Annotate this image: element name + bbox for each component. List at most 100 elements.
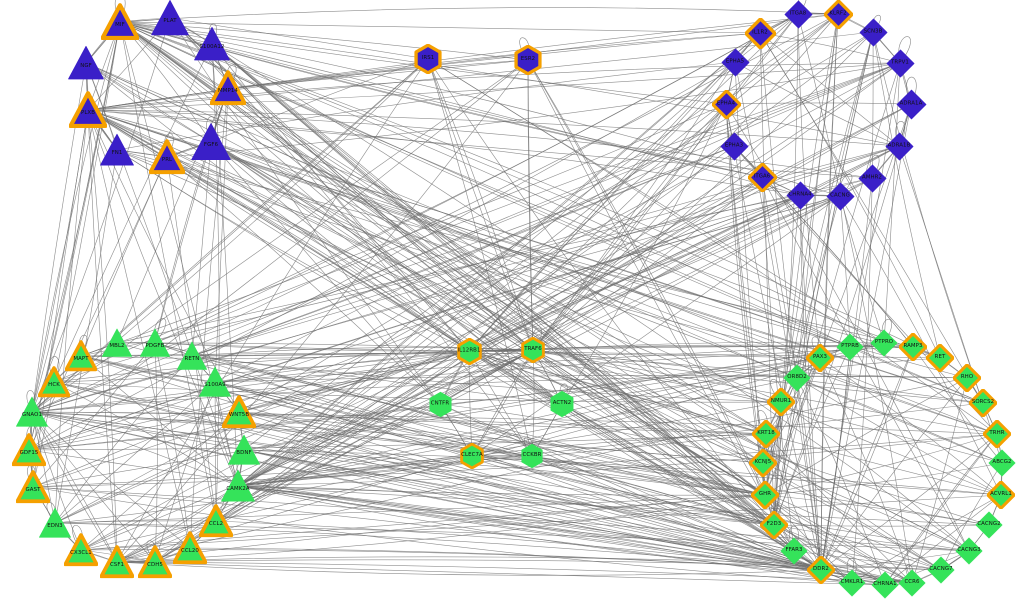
graph-node-mif[interactable]: MIF [101, 3, 139, 41]
graph-node-ccl20[interactable]: CCL20 [173, 531, 207, 565]
graph-edge [87, 109, 118, 563]
graph-node-adra1b[interactable]: ADRA1B [885, 132, 914, 161]
graph-node-ccr6[interactable]: CCR6 [898, 569, 926, 597]
diamond-shape [988, 449, 1016, 477]
graph-node-plat[interactable]: PLAT [150, 0, 190, 38]
graph-node-acvrl1[interactable]: ACVRL1 [987, 481, 1015, 509]
graph-edge [191, 141, 212, 357]
graph-node-s100a12[interactable]: S100A12 [193, 25, 231, 63]
graph-node-epha3[interactable]: EPHA3 [720, 132, 749, 161]
graph-node-klrf2[interactable]: KLRF2 [823, 0, 853, 29]
graph-node-epha5[interactable]: EPHA5 [721, 48, 750, 77]
graph-node-csf1[interactable]: CSF1 [100, 545, 134, 579]
graph-node-mmp14[interactable]: MMP14 [210, 70, 246, 106]
graph-edge [773, 194, 801, 526]
graph-node-il1r2[interactable]: IL1R2 [744, 17, 776, 49]
graph-node-fgf6[interactable]: FGF6 [190, 121, 232, 163]
graph-edge [773, 31, 874, 526]
graph-node-cmklr1[interactable]: CMKLR1 [838, 569, 866, 597]
graph-node-fn1[interactable]: FN1 [99, 132, 135, 168]
graph-node-sorcs2[interactable]: SORCS2 [969, 389, 997, 417]
graph-edge [765, 433, 822, 571]
graph-node-plxb[interactable]: PLXB [69, 91, 107, 129]
graph-node-il12rb1[interactable]: IL12RB1 [456, 337, 483, 365]
graph-node-cdh5[interactable]: CDH5 [138, 545, 172, 579]
graph-node-cacng7[interactable]: CACNG7 [927, 556, 955, 584]
graph-edge [166, 156, 441, 405]
graph-edge [796, 13, 839, 379]
graph-node-chrna4[interactable]: CHRNA4 [786, 181, 815, 210]
graph-node-f2rl3[interactable]: F2D3 [760, 511, 788, 539]
diamond-shape [780, 537, 808, 565]
graph-node-rho[interactable]: RHO [953, 364, 981, 392]
graph-edge [243, 449, 822, 571]
graph-edge [561, 103, 727, 405]
graph-edge [80, 342, 885, 551]
graph-node-wnt5b[interactable]: WNT5B [222, 395, 256, 429]
graph-node-cacng3[interactable]: CACNG3 [955, 537, 983, 565]
graph-edge [80, 355, 216, 383]
graph-edge [215, 62, 901, 522]
graph-node-ramp3[interactable]: RAMP3 [899, 333, 927, 361]
graph-node-ffar3[interactable]: FFAR3 [780, 537, 808, 565]
graph-node-trpv1[interactable]: TRPV1 [886, 49, 915, 78]
graph-edge [119, 21, 841, 197]
graph-node-ghr[interactable]: GHR [751, 481, 779, 509]
graph-node-ngf[interactable]: NGF [67, 44, 105, 82]
diamond-shape [807, 556, 835, 584]
graph-node-krt18[interactable]: KRT18 [752, 420, 780, 448]
graph-node-prl[interactable]: PRL [149, 139, 185, 175]
graph-node-cntfr[interactable]: CNTFR [427, 391, 454, 418]
graph-edge [561, 403, 775, 526]
graph-node-amhr2[interactable]: AMHR2 [858, 164, 887, 193]
graph-edge [238, 350, 470, 413]
graph-edge [54, 194, 801, 524]
graph-node-ptpro[interactable]: PTPRO [870, 329, 898, 357]
graph-node-ret[interactable]: RET [926, 344, 954, 372]
graph-node-epha4[interactable]: EPHA4 [711, 89, 741, 119]
graph-node-camk2a[interactable]: CAMK2A [220, 468, 256, 504]
graph-node-gdf15[interactable]: GDF15 [12, 433, 46, 467]
graph-node-traf6[interactable]: TRAF6 [520, 337, 546, 363]
graph-edge [243, 449, 1002, 496]
graph-edge [214, 381, 766, 496]
graph-edge [820, 346, 851, 571]
graph-node-scn3b[interactable]: SCN3B [859, 18, 888, 47]
graph-edge [28, 350, 470, 451]
graph-node-pdgfb[interactable]: PDGFB [139, 327, 171, 359]
graph-node-gast[interactable]: GAST [16, 470, 50, 504]
diamond-shape [927, 556, 955, 584]
graph-node-mbl2[interactable]: MBL2 [101, 327, 133, 359]
graph-node-ddr2[interactable]: DDR2 [807, 556, 835, 584]
graph-node-kcnj5[interactable]: KCNJ5 [749, 449, 777, 477]
graph-node-abcg2[interactable]: ABCG2 [988, 449, 1016, 477]
graph-node-bdnf[interactable]: BDNF [227, 433, 261, 467]
graph-edge [169, 17, 441, 405]
graph-node-cx3cl1[interactable]: CX3CL1 [64, 533, 98, 567]
graph-node-hck[interactable]: HCK [38, 366, 70, 398]
graph-node-chrna1[interactable]: CHRNA1 [871, 571, 899, 599]
graph-node-trhr[interactable]: TRHR [983, 420, 1011, 448]
graph-edge [238, 411, 767, 435]
graph-node-cacng[interactable]: CACNG [826, 182, 855, 211]
graph-node-esr2[interactable]: ESR2 [513, 45, 543, 75]
graph-node-nmur1[interactable]: NMUR1 [767, 388, 795, 416]
graph-edge [884, 494, 1002, 586]
graph-node-itga6[interactable]: ITGA6 [747, 162, 777, 192]
graph-node-clec7a[interactable]: CLEC7A [459, 443, 485, 469]
graph-node-s100a9[interactable]: S100A9 [198, 365, 232, 399]
graph-edge [839, 195, 851, 348]
diamond-shape [898, 569, 926, 597]
graph-node-cacng2[interactable]: CACNG2 [975, 511, 1003, 539]
graph-node-adra1a[interactable]: ADRA1A [896, 89, 927, 120]
graph-node-gnao1[interactable]: GNAO1 [15, 395, 49, 429]
graph-node-cckbr[interactable]: CCKBR [519, 443, 545, 469]
graph-edge [54, 355, 193, 524]
graph-node-itga8[interactable]: ITGA8 [784, 0, 813, 29]
graph-node-ptprb[interactable]: PTPRB [836, 333, 864, 361]
graph-node-irs1[interactable]: IRS1 [413, 44, 443, 74]
graph-edge [214, 375, 968, 383]
graph-node-actn2[interactable]: ACTN2 [548, 390, 576, 418]
graph-edge [154, 87, 229, 344]
